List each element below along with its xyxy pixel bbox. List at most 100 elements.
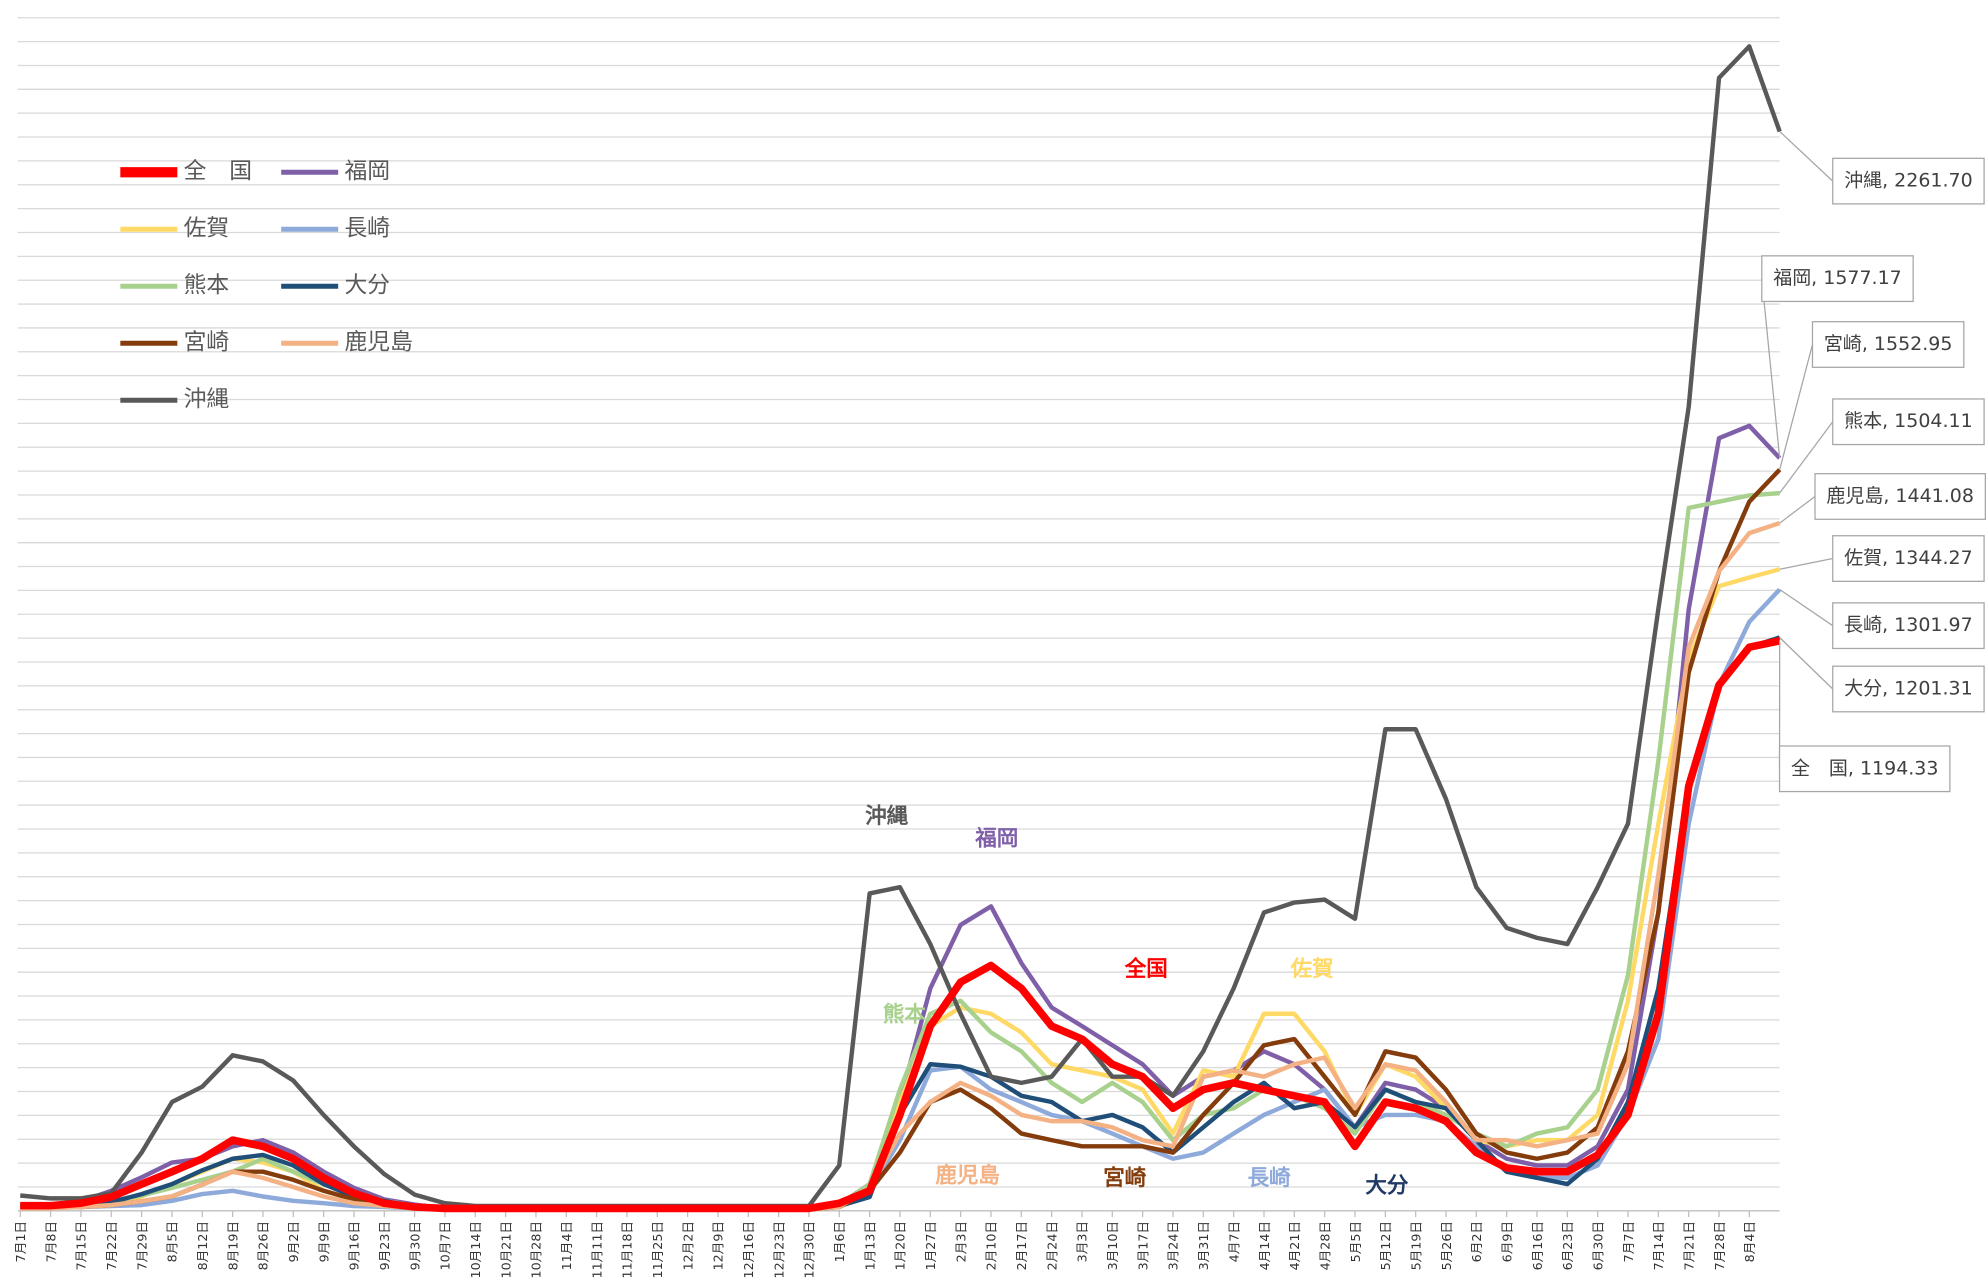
x-tick-label: 3月31日 (1196, 1221, 1211, 1270)
x-tick-label: 4月14日 (1257, 1221, 1272, 1270)
x-tick-label: 11月4日 (559, 1221, 574, 1270)
x-tick-label: 8月5日 (165, 1221, 180, 1262)
callout-label: 長崎, 1301.97 (1844, 614, 1973, 636)
x-tick-label: 3月3日 (1075, 1221, 1090, 1262)
leader-line (1779, 130, 1834, 182)
x-tick-label: 10月14日 (468, 1221, 483, 1279)
x-tick-label: 1月6日 (832, 1221, 847, 1262)
callout-box (1832, 602, 1985, 650)
legend-label: 鹿児島 (345, 330, 413, 356)
x-tick-label: 9月16日 (347, 1221, 362, 1270)
x-tick-label: 2月10日 (984, 1221, 999, 1270)
x-tick-label: 12月30日 (802, 1221, 817, 1279)
callout-label: 福岡, 1577.17 (1773, 267, 1902, 289)
leader-line (1779, 344, 1814, 470)
series-line (20, 44, 1782, 1209)
leader-line (1779, 495, 1816, 524)
annotation: 福岡 (974, 827, 1018, 852)
x-tick-label: 12月9日 (711, 1221, 726, 1270)
annotation: 全国 (1124, 956, 1168, 982)
annotation: 佐賀 (1290, 956, 1335, 982)
x-tick-label: 6月30日 (1590, 1221, 1605, 1270)
x-tick-label: 7月14日 (1651, 1221, 1666, 1270)
x-tick-label: 1月27日 (923, 1221, 938, 1270)
x-tick-label: 9月2日 (286, 1221, 301, 1262)
annotation: 長崎 (1248, 1166, 1292, 1191)
x-tick-label: 12月23日 (771, 1221, 786, 1279)
x-tick-label: 6月2日 (1469, 1221, 1484, 1262)
x-tick-label: 7月1日 (13, 1221, 28, 1262)
x-tick-label: 6月9日 (1499, 1221, 1514, 1262)
callout-box (1832, 665, 1985, 713)
x-tick-label: 2月17日 (1014, 1221, 1029, 1270)
callout-label: 鹿児島, 1441.08 (1826, 485, 1974, 507)
callout-label: 熊本, 1504.11 (1844, 410, 1973, 432)
callout-label: 大分, 1201.31 (1844, 677, 1973, 699)
x-tick-label: 4月7日 (1226, 1221, 1241, 1262)
legend-label: 宮崎 (184, 330, 230, 356)
plot (20, 44, 1782, 1213)
x-tick-label: 3月17日 (1135, 1221, 1150, 1270)
x-tick-label: 6月23日 (1560, 1221, 1575, 1270)
callout-box (1832, 157, 1985, 205)
legend-label: 福岡 (345, 159, 391, 185)
x-tick-label: 7月8日 (43, 1221, 58, 1262)
x-tick-label: 6月16日 (1530, 1221, 1545, 1270)
x-tick-label: 8月26日 (256, 1221, 271, 1270)
x-tick-label: 8月4日 (1742, 1221, 1757, 1262)
callout-label: 佐賀, 1344.27 (1844, 547, 1973, 569)
leader-line (1779, 588, 1834, 627)
x-tick-label: 10月28日 (529, 1221, 544, 1279)
x-tick-label: 8月19日 (225, 1221, 240, 1270)
legend-label: 沖縄 (184, 387, 230, 413)
grid: 7月1日 7月8日 7月15日 7月22日 7月29日 8月5日 8月12日 8月19日 8月2… (13, 17, 1780, 1279)
x-tick-label: 4月28日 (1317, 1221, 1332, 1270)
legend-label: 熊本 (184, 273, 230, 299)
annotation: 大分 (1365, 1174, 1409, 1199)
x-tick-label: 2月24日 (1044, 1221, 1059, 1270)
x-tick-label: 3月24日 (1166, 1221, 1181, 1270)
callout-box (1811, 321, 1965, 368)
x-tick-label: 1月20日 (893, 1221, 908, 1270)
series-line (20, 637, 1781, 1213)
callout-box (1761, 255, 1914, 303)
x-tick-label: 7月28日 (1712, 1221, 1727, 1270)
x-tick-label: 11月11日 (589, 1221, 604, 1279)
x-tick-label: 12月16日 (741, 1221, 756, 1279)
annotation: 鹿児島 (935, 1163, 1000, 1189)
x-tick-label: 7月21日 (1681, 1221, 1696, 1270)
leader-line (1779, 557, 1833, 570)
x-tick-label: 11月18日 (620, 1221, 635, 1279)
x-tick-label: 12月2日 (680, 1221, 695, 1270)
callout-box (1832, 398, 1985, 446)
leader-line (1779, 637, 1834, 690)
callout-box (1832, 535, 1985, 582)
x-tick-label: 11月25日 (650, 1221, 665, 1279)
x-tick-label: 7月29日 (134, 1221, 149, 1270)
legend-label: 佐賀 (184, 216, 230, 242)
leader-line (1779, 421, 1834, 494)
annotation: 熊本 (883, 1002, 927, 1028)
callout-box (1814, 473, 1986, 520)
x-tick-label: 10月7日 (438, 1221, 453, 1270)
leader-line (1761, 278, 1781, 459)
x-tick-label: 7月22日 (104, 1221, 119, 1270)
callout-label: 全 国, 1194.33 (1791, 757, 1939, 779)
x-tick-label: 4月21日 (1287, 1221, 1302, 1270)
x-tick-label: 5月26日 (1439, 1221, 1454, 1270)
x-tick-label: 7月15日 (74, 1221, 89, 1270)
x-tick-label: 9月9日 (316, 1221, 331, 1262)
legend-label: 長崎 (345, 216, 391, 242)
series-line (20, 520, 1781, 1212)
legend-label: 全 国 (184, 159, 252, 185)
legend-label: 大分 (345, 273, 391, 299)
x-tick-label: 5月19日 (1408, 1221, 1423, 1270)
annotation: 沖縄 (865, 804, 909, 829)
x-tick-label: 5月5日 (1348, 1221, 1363, 1262)
x-tick-label: 9月30日 (407, 1221, 422, 1270)
x-tick-label: 3月10日 (1105, 1221, 1120, 1270)
x-tick-label: 7月7日 (1621, 1221, 1636, 1262)
x-tick-label: 8月12日 (195, 1221, 210, 1270)
overlay: 全 国福岡佐賀 長崎熊本 大分宮崎 鹿児島沖縄沖縄福岡全国 佐賀熊本鹿児島 宮崎 長崎 大分全… (120, 130, 1986, 1199)
